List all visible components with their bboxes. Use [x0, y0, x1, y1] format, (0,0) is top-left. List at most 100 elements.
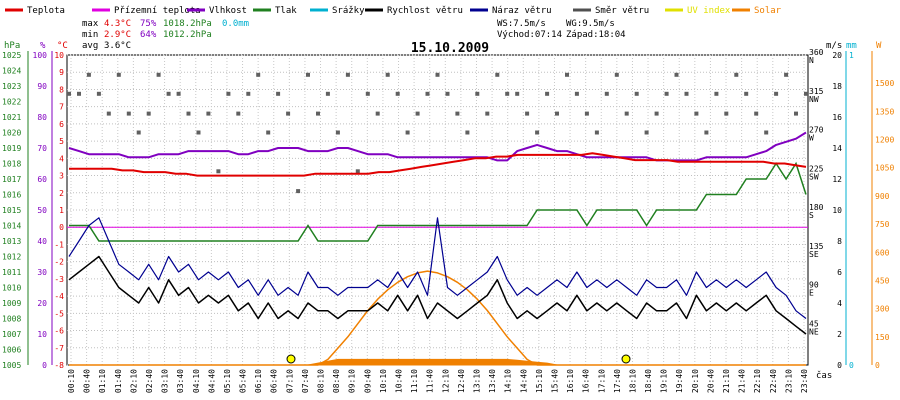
- sunrise-marker: [286, 354, 296, 364]
- legend-label-1: Přízemní teplota: [114, 6, 201, 16]
- axes: 00:10 00:40 01:10 01:40 02:10 02:40 03:10 03:40…: [2, 41, 894, 393]
- legend-label-7: Směr větru: [595, 6, 649, 16]
- legend-label-9: Solar: [754, 6, 782, 16]
- pct-tick-10: 0: [42, 361, 47, 370]
- c-tick-11: -1: [54, 240, 64, 249]
- wind-dir-point-34: [405, 130, 410, 135]
- time-tick-9: 04:40: [207, 369, 216, 393]
- ms-tick-3: 14: [832, 144, 842, 153]
- c-tick-14: -4: [54, 292, 64, 301]
- wind-dir-point-70: [764, 130, 769, 135]
- wind-dir-point-25: [316, 111, 320, 116]
- wind-dir-point-22: [286, 111, 291, 116]
- time-tick-2: 01:10: [98, 369, 107, 393]
- c-tick-5: 5: [59, 137, 64, 146]
- legend-label-2: Vlhkost: [209, 6, 247, 16]
- wind-dir-point-56: [624, 111, 629, 116]
- pressure-line: [69, 161, 807, 242]
- hpa-tick-7: 1018: [2, 160, 21, 169]
- hpa-tick-0: 1025: [2, 51, 21, 60]
- stat-max-rain: 0.0mm: [222, 19, 249, 29]
- wind-dir-point-60: [664, 91, 669, 96]
- wind-dir-point-46: [525, 111, 530, 116]
- stats-block: max 4.3°C 75% 1018.2hPa 0.0mm min 2.9°C 64% 1012…: [82, 19, 626, 51]
- hpa-tick-19: 1006: [2, 346, 21, 355]
- w-tick-6: 600: [875, 248, 890, 257]
- w-tick-7: 450: [875, 276, 890, 285]
- pct-tick-9: 10: [37, 330, 47, 339]
- dir-tick-deg-5: 135: [809, 242, 824, 251]
- legend-label-6: Náraz větru: [492, 6, 552, 16]
- wind-dir-point-30: [365, 91, 370, 96]
- wind-wg: WG:9.5m/s: [566, 19, 615, 29]
- hpa-tick-18: 1007: [2, 330, 21, 339]
- ms-tick-6: 8: [837, 237, 842, 246]
- stat-max-press: 1018.2hPa: [163, 19, 212, 29]
- hpa-tick-10: 1015: [2, 206, 21, 215]
- c-tick-16: -6: [54, 327, 64, 336]
- wind-dir-point-73: [794, 111, 798, 116]
- time-tick-31: 15:40: [550, 369, 559, 393]
- wind-dir-point-48: [545, 91, 550, 96]
- plot-area: [67, 72, 808, 366]
- ms-tick-2: 16: [832, 113, 842, 122]
- hpa-tick-1: 1024: [2, 67, 21, 76]
- wind-dir-point-7: [136, 130, 141, 135]
- wind-dir-point-20: [266, 130, 271, 135]
- time-tick-4: 02:10: [129, 369, 138, 393]
- time-axis-label: čas: [816, 370, 832, 381]
- time-tick-0: 00:10: [67, 369, 76, 393]
- hpa-tick-15: 1010: [2, 284, 21, 293]
- ms-tick-9: 2: [837, 330, 842, 339]
- time-tick-34: 17:10: [597, 369, 606, 393]
- wind-dir-point-66: [724, 111, 729, 116]
- c-tick-0: 10: [54, 51, 64, 60]
- wind-dir-point-58: [644, 130, 649, 135]
- c-tick-17: -7: [54, 344, 64, 353]
- hpa-tick-9: 1016: [2, 191, 21, 200]
- wind-dir-point-54: [604, 91, 609, 96]
- dir-tick-deg-7: 45: [809, 319, 819, 328]
- wind-dir-point-0: [67, 91, 71, 96]
- time-tick-43: 21:40: [738, 369, 747, 393]
- hpa-tick-5: 1020: [2, 129, 21, 138]
- wind-dir-point-38: [445, 91, 450, 96]
- stat-min-hum: 64%: [140, 30, 157, 40]
- dir-tick-deg-3: 225: [809, 164, 824, 173]
- time-tick-33: 16:40: [582, 369, 591, 393]
- hpa-tick-8: 1017: [2, 175, 21, 184]
- wind-dir-point-61: [674, 72, 679, 77]
- w-tick-9: 150: [875, 333, 890, 342]
- wind-dir-point-32: [385, 72, 390, 77]
- legend-label-8: UV index: [687, 6, 731, 16]
- wind-sunrise: Východ:07:14: [497, 30, 562, 40]
- hpa-tick-14: 1011: [2, 268, 21, 277]
- wind-dir-point-33: [395, 91, 400, 96]
- hpa-unit: hPa: [4, 41, 20, 51]
- legend: Teplota Přízemní teplota Vlhkost Tlak Srážky…: [5, 6, 782, 16]
- wind-dir-point-45: [515, 91, 520, 96]
- time-tick-46: 23:10: [784, 369, 793, 393]
- dir-tick-name-5: SE: [809, 250, 819, 259]
- wind-dir-point-28: [345, 72, 350, 77]
- time-tick-42: 21:10: [722, 369, 731, 393]
- pct-tick-5: 50: [37, 206, 47, 215]
- time-tick-20: 10:10: [379, 369, 388, 393]
- w-unit: W: [876, 41, 882, 51]
- ms-unit: m/s: [826, 41, 842, 51]
- time-tick-12: 06:10: [254, 369, 263, 393]
- legend-label-0: Teplota: [27, 6, 65, 16]
- time-tick-37: 18:40: [644, 369, 653, 393]
- dir-tick-name-7: NE: [809, 327, 819, 336]
- wind-gust-line: [68, 217, 807, 319]
- time-tick-17: 08:40: [332, 369, 341, 393]
- hpa-tick-6: 1019: [2, 144, 21, 153]
- wind-dir-point-74: [804, 91, 808, 96]
- c-tick-18: -8: [54, 361, 64, 370]
- time-tick-18: 09:10: [348, 369, 357, 393]
- wind-dir-point-11: [176, 91, 181, 96]
- c-tick-6: 4: [59, 154, 64, 163]
- time-tick-15: 07:40: [301, 369, 310, 393]
- time-tick-24: 12:10: [441, 369, 450, 393]
